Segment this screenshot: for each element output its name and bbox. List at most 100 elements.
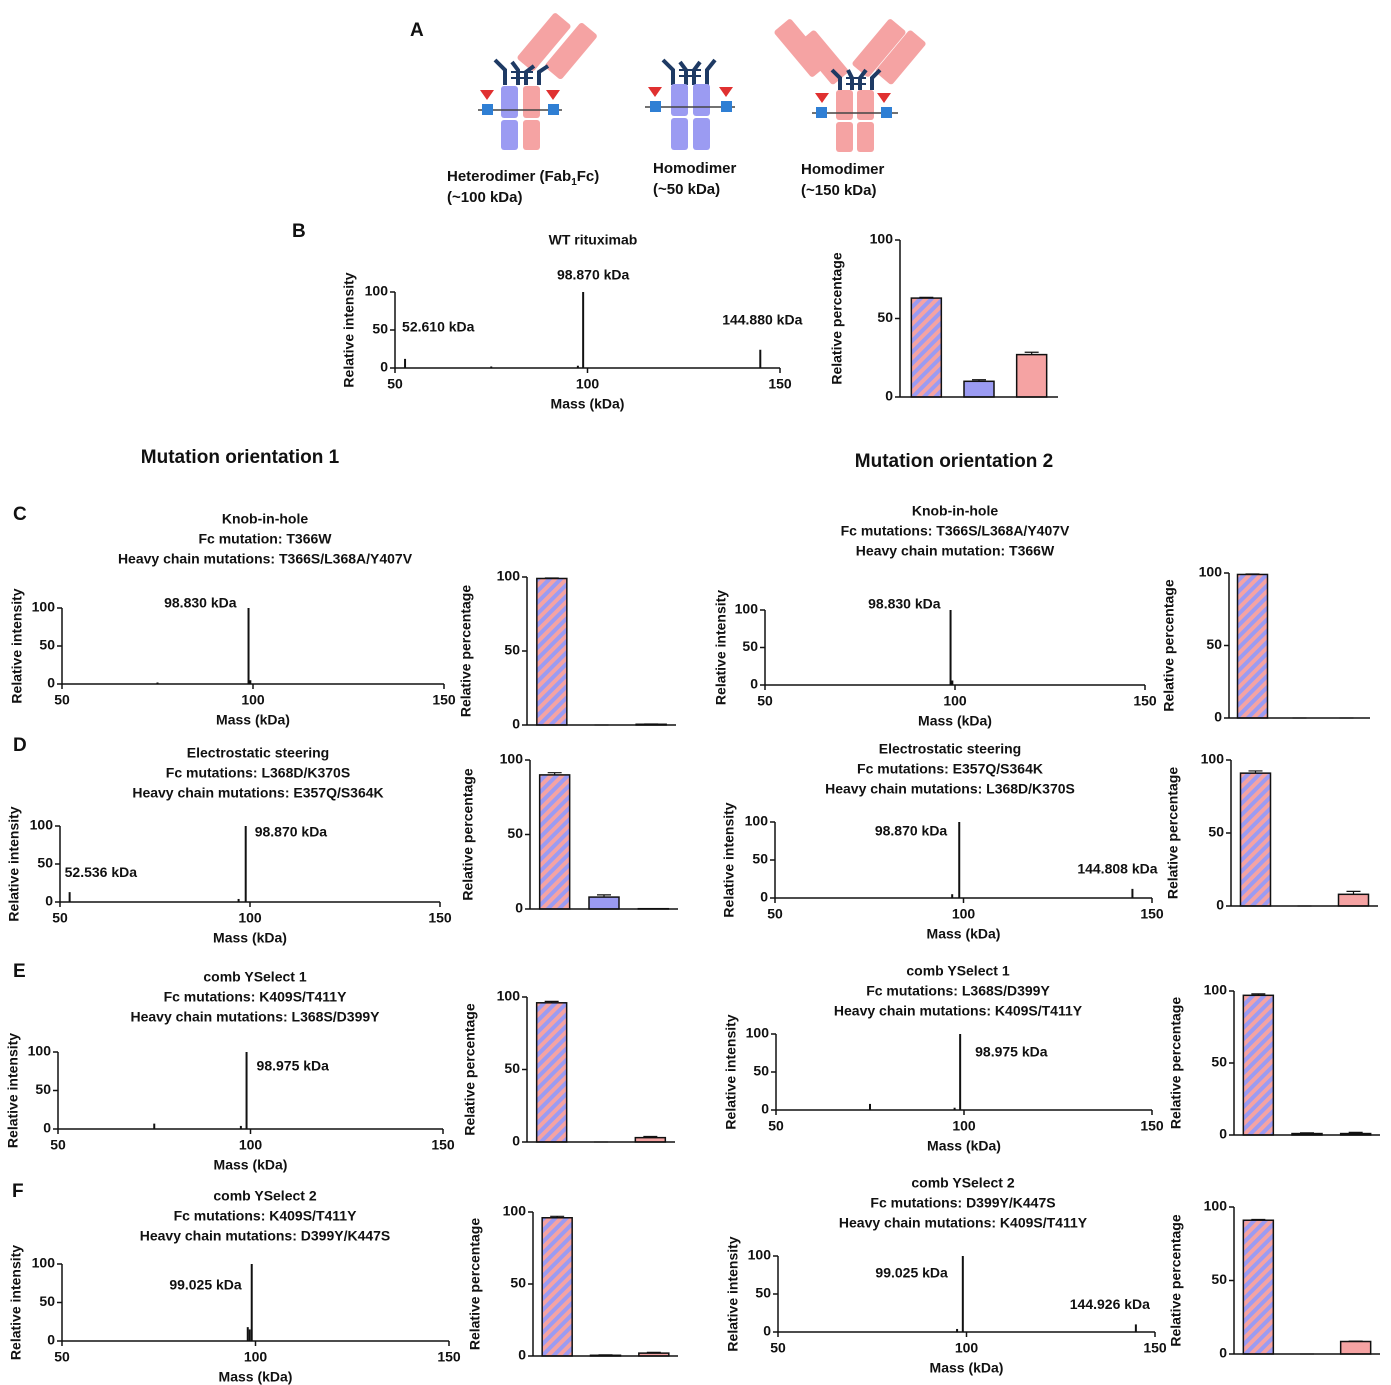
- y-axis-label: Relative intensity: [723, 1014, 739, 1129]
- homodimer-label: Homodimer: [653, 160, 737, 177]
- y-tick-label: 50: [1208, 824, 1224, 840]
- x-axis-label: Mass (kDa): [214, 1157, 288, 1173]
- x-tick-label: 150: [432, 692, 456, 708]
- chart-title: Fc mutations: L368D/K370S: [166, 765, 350, 781]
- x-axis-label: Mass (kDa): [927, 1138, 1001, 1154]
- y-tick-label: 0: [1214, 709, 1222, 725]
- bar: [1238, 574, 1268, 718]
- y-tick-label: 50: [752, 851, 768, 867]
- y-axis-label: Relative intensity: [725, 1236, 741, 1351]
- bar-chart: 050100Relative percentage: [829, 231, 1058, 404]
- x-tick-label: 100: [244, 1349, 268, 1365]
- bar-chart: 050100Relative percentage: [467, 1203, 678, 1363]
- y-axis-label: Relative percentage: [1168, 1214, 1184, 1346]
- x-axis-label: Mass (kDa): [216, 712, 290, 728]
- chart-title: Heavy chain mutations: L368S/D399Y: [131, 1009, 381, 1025]
- y-tick-label: 50: [37, 855, 53, 871]
- y-tick-label: 0: [380, 359, 388, 375]
- chart-title: comb YSelect 1: [203, 969, 306, 985]
- chart-title: Electrostatic steering: [187, 745, 329, 761]
- figure: Heterodimer (Fab1Fc) (~100 kDa) Homodime…: [0, 0, 1391, 1385]
- chart-title: Heavy chain mutations: T366S/L368A/Y407V: [118, 551, 413, 567]
- orientation-title: Mutation orientation 2: [855, 451, 1053, 472]
- y-tick-label: 0: [512, 1133, 520, 1149]
- spectrum-chart: 050100Relative intensitycomb YSelect 2Fc…: [8, 1188, 461, 1385]
- bar-chart: 050100Relative percentage: [460, 751, 678, 916]
- x-tick-label: 100: [239, 1137, 263, 1153]
- peak-label: 98.830 kDa: [868, 596, 941, 612]
- y-tick-label: 100: [28, 1043, 52, 1059]
- x-tick-label: 100: [241, 692, 265, 708]
- y-axis-label: Relative percentage: [467, 1218, 483, 1350]
- bar: [542, 1218, 572, 1356]
- bar: [537, 1003, 567, 1142]
- homodimer-size: (~50 kDa): [653, 181, 720, 198]
- peak-label: 52.610 kDa: [402, 319, 475, 335]
- y-tick-label: 50: [1211, 1271, 1227, 1287]
- chart-title: Fc mutations: E357Q/S364K: [857, 761, 1043, 777]
- y-tick-label: 100: [500, 751, 524, 767]
- y-tick-label: 0: [518, 1347, 526, 1363]
- y-axis-label: Relative intensity: [5, 1033, 21, 1148]
- y-axis-label: Relative intensity: [713, 590, 729, 705]
- y-tick-label: 100: [1201, 751, 1225, 767]
- chart-title: comb YSelect 2: [213, 1188, 316, 1204]
- chart-title: Heavy chain mutations: K409S/T411Y: [834, 1003, 1083, 1019]
- y-tick-label: 100: [30, 817, 54, 833]
- chart-title: WT rituximab: [549, 232, 638, 248]
- spectrum-chart: 050100Relative intensityElectrostatic st…: [6, 745, 452, 946]
- y-axis-label: Relative intensity: [9, 588, 25, 703]
- homodimer-large-icon: [773, 18, 926, 152]
- y-tick-label: 0: [885, 388, 893, 404]
- x-tick-label: 150: [1143, 1340, 1167, 1356]
- x-tick-label: 150: [768, 376, 792, 392]
- heterodimer-size: (~100 kDa): [447, 189, 522, 206]
- y-tick-label: 0: [760, 889, 768, 905]
- spectrum-chart: 050100Relative intensityKnob-in-holeFc m…: [713, 503, 1157, 729]
- chart-title: Fc mutations: D399Y/K447S: [870, 1195, 1055, 1211]
- y-tick-label: 100: [735, 601, 759, 617]
- bar: [589, 897, 619, 909]
- chart-title: Fc mutations: K409S/T411Y: [174, 1208, 358, 1224]
- antibody-diagrams: [478, 12, 927, 152]
- label-part: Heterodimer (Fab: [447, 168, 571, 185]
- bar-chart: 050100Relative percentage: [462, 988, 675, 1149]
- peak-label: 52.536 kDa: [65, 864, 138, 880]
- y-tick-label: 50: [35, 1081, 51, 1097]
- x-tick-label: 50: [757, 693, 773, 709]
- chart-title: Heavy chain mutations: D399Y/K447S: [140, 1228, 391, 1244]
- bar: [1243, 995, 1273, 1135]
- panel-letter: C: [13, 504, 27, 525]
- y-tick-label: 100: [32, 1255, 56, 1271]
- panel-letter: D: [13, 735, 27, 756]
- y-tick-label: 50: [1211, 1054, 1227, 1070]
- bar-chart: 050100Relative percentage: [1161, 564, 1370, 725]
- bar: [1017, 355, 1047, 397]
- y-tick-label: 0: [512, 716, 520, 732]
- x-axis-label: Mass (kDa): [219, 1369, 293, 1385]
- peak-label: 99.025 kDa: [169, 1277, 242, 1293]
- x-tick-label: 150: [437, 1349, 461, 1365]
- heterodimer-icon: [478, 12, 598, 150]
- y-tick-label: 100: [497, 568, 521, 584]
- homodimer-label: Homodimer: [801, 161, 885, 178]
- y-tick-label: 0: [763, 1323, 771, 1339]
- y-tick-label: 0: [750, 676, 758, 692]
- panel-letter: F: [12, 1181, 24, 1202]
- x-axis-label: Mass (kDa): [551, 396, 625, 412]
- peak-label: 98.870 kDa: [875, 823, 948, 839]
- y-axis-label: Relative percentage: [829, 252, 845, 384]
- y-tick-label: 50: [504, 1060, 520, 1076]
- y-axis-label: Relative percentage: [1168, 997, 1184, 1129]
- y-tick-label: 50: [755, 1285, 771, 1301]
- y-axis-label: Relative intensity: [721, 802, 737, 917]
- bar-chart: 050100Relative percentage: [1168, 982, 1380, 1142]
- chart-title: Heavy chain mutation: T366W: [856, 543, 1055, 559]
- y-tick-label: 0: [515, 900, 523, 916]
- y-tick-label: 0: [1216, 897, 1224, 913]
- y-tick-label: 100: [503, 1203, 527, 1219]
- x-axis-label: Mass (kDa): [927, 926, 1001, 942]
